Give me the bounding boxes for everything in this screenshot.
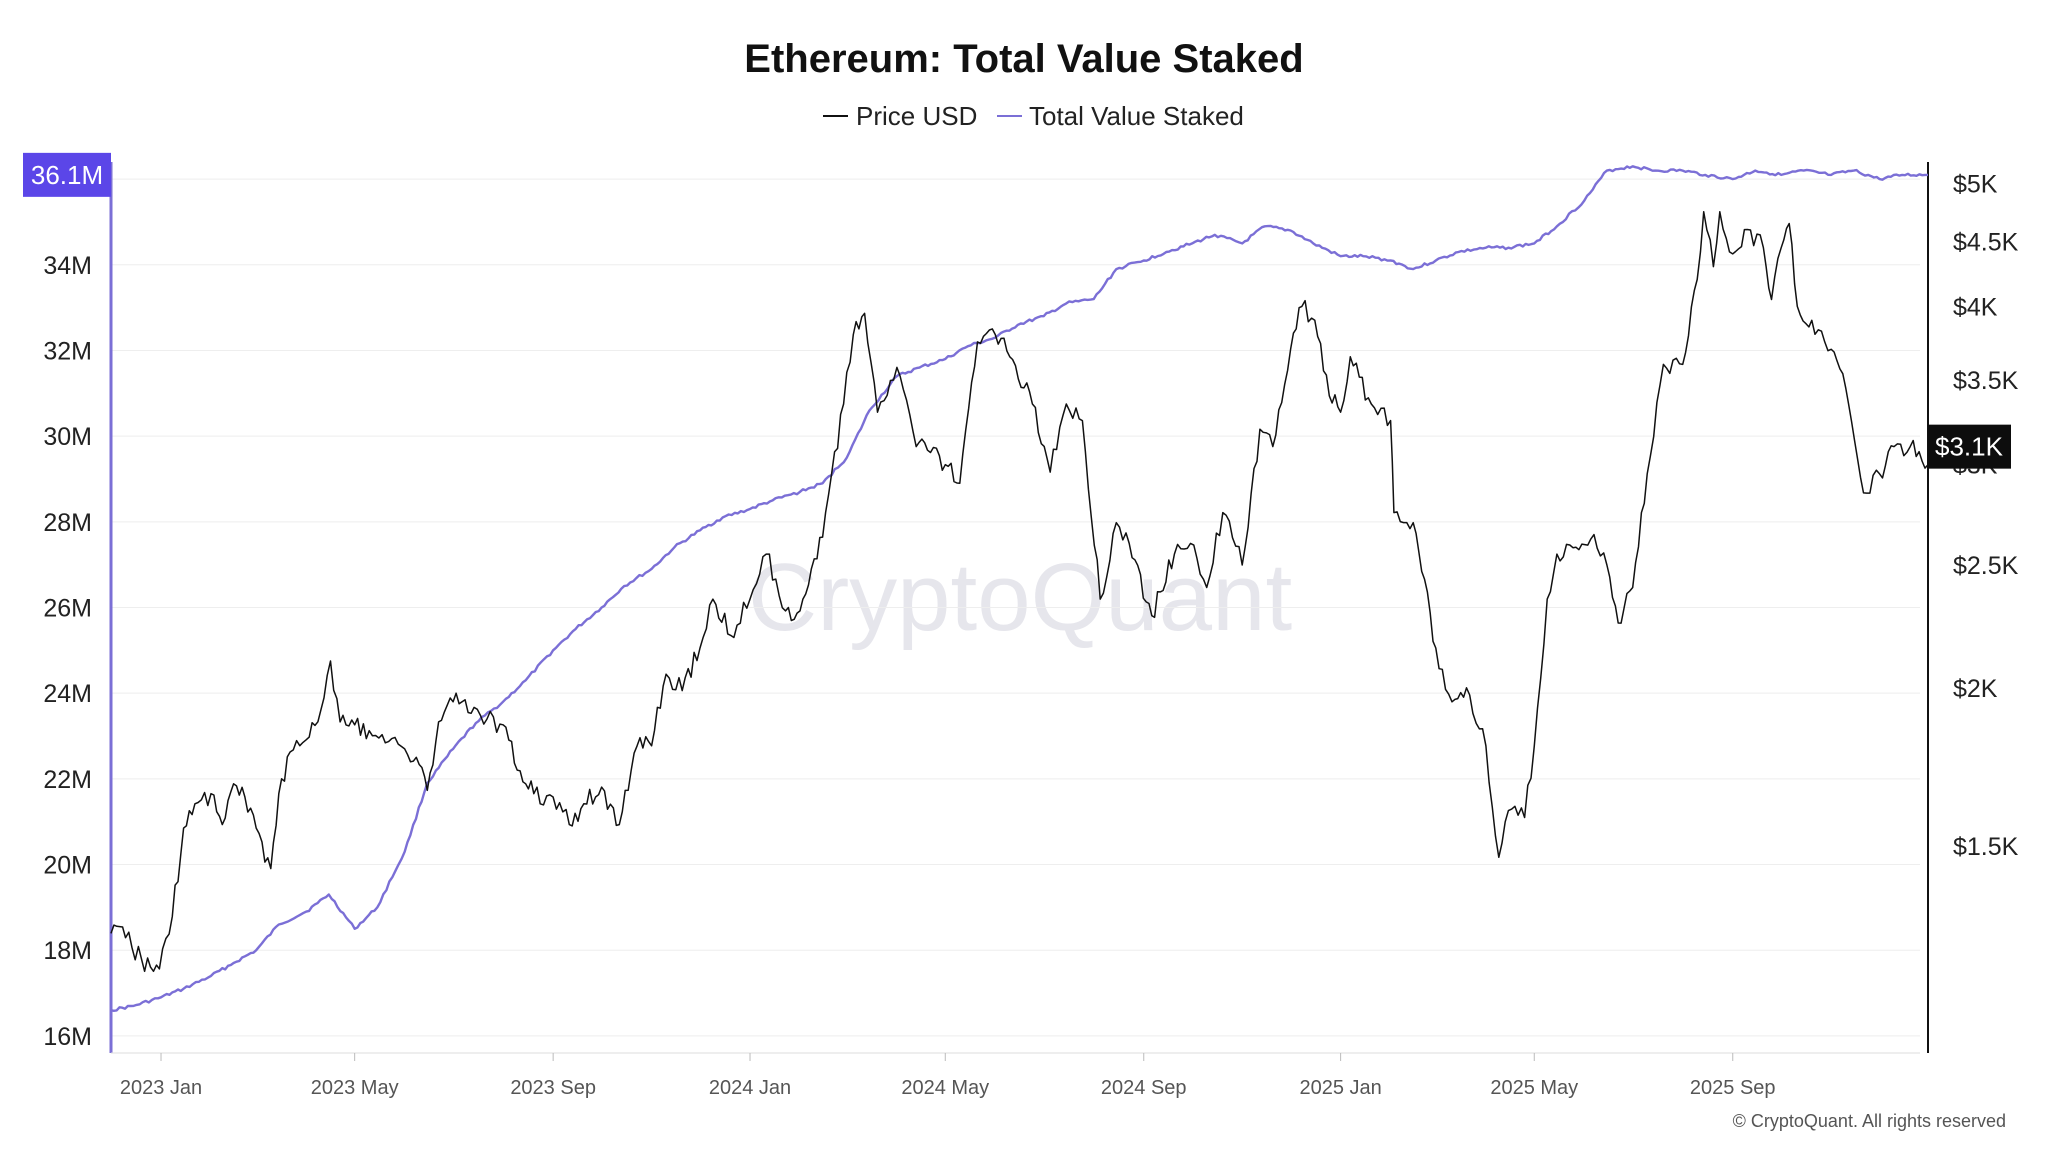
left-tick-label: 32M: [43, 337, 92, 365]
left-tick-label: 16M: [43, 1023, 92, 1051]
series-line-total-value-staked: [110, 165, 1928, 1012]
right-tick-label: $1.5K: [1953, 833, 2019, 861]
series-line-price-usd: [110, 211, 1929, 973]
x-tick-label: 2025 Sep: [1690, 1077, 1776, 1099]
x-tick-label: 2023 Sep: [510, 1077, 596, 1099]
x-tick-label: 2024 May: [901, 1077, 989, 1099]
left-tick-label: 30M: [43, 423, 92, 451]
x-tick-label: 2023 Jan: [120, 1077, 202, 1099]
left-current-badge-bg: [23, 152, 111, 197]
left-axis-ticks: 16M 18M 20M 22M 24M 26M 28M 30M 32M 34M: [43, 252, 92, 1051]
right-tick-label: $3.5K: [1953, 367, 2019, 395]
x-tick-label: 2024 Jan: [709, 1077, 791, 1099]
right-current-value: $3.1K: [1935, 432, 2004, 462]
left-current-value: 36.1M: [31, 160, 103, 190]
left-tick-label: 18M: [43, 937, 92, 965]
right-current-badge: $3.1K: [1928, 424, 2011, 469]
legend-tvs-label: Total Value Staked: [1029, 101, 1244, 131]
x-tick-label: 2024 Sep: [1101, 1077, 1187, 1099]
x-axis-ticks: 2023 Jan 2023 May 2023 Sep 2024 Jan 2024 May…: [120, 1053, 1776, 1099]
left-tick-label: 26M: [43, 595, 92, 623]
left-tick-label: 28M: [43, 509, 92, 537]
gridlines: [111, 178, 1920, 1037]
right-tick-label: $5K: [1953, 171, 1998, 199]
watermark: CryptoQuant: [748, 544, 1292, 651]
left-tick-label: 20M: [43, 852, 92, 880]
right-tick-label: $4K: [1953, 293, 1998, 321]
x-tick-label: 2025 May: [1490, 1077, 1578, 1099]
copyright: © CryptoQuant. All rights reserved: [1733, 1111, 2006, 1131]
left-tick-label: 22M: [43, 766, 92, 794]
x-tick-label: 2023 May: [311, 1077, 399, 1099]
right-axis-ticks: $1.5K$2K$2.5K$3K$3.5K$4K$4.5K$5K: [1953, 171, 2019, 862]
right-current-badge-bg: [1928, 424, 2011, 469]
x-tick-label: 2025 Jan: [1299, 1077, 1381, 1099]
left-tick-label: 34M: [43, 252, 92, 280]
legend-price-label: Price USD: [856, 101, 977, 131]
right-tick-label: $2K: [1953, 675, 1998, 703]
legend: Price USD Total Value Staked: [823, 101, 1244, 131]
right-tick-label: $2.5K: [1953, 552, 2019, 580]
left-tick-label: 24M: [43, 680, 92, 708]
chart-title: Ethereum: Total Value Staked: [744, 37, 1303, 81]
left-current-badge: 36.1M: [23, 152, 111, 197]
right-tick-label: $4.5K: [1953, 229, 2019, 257]
